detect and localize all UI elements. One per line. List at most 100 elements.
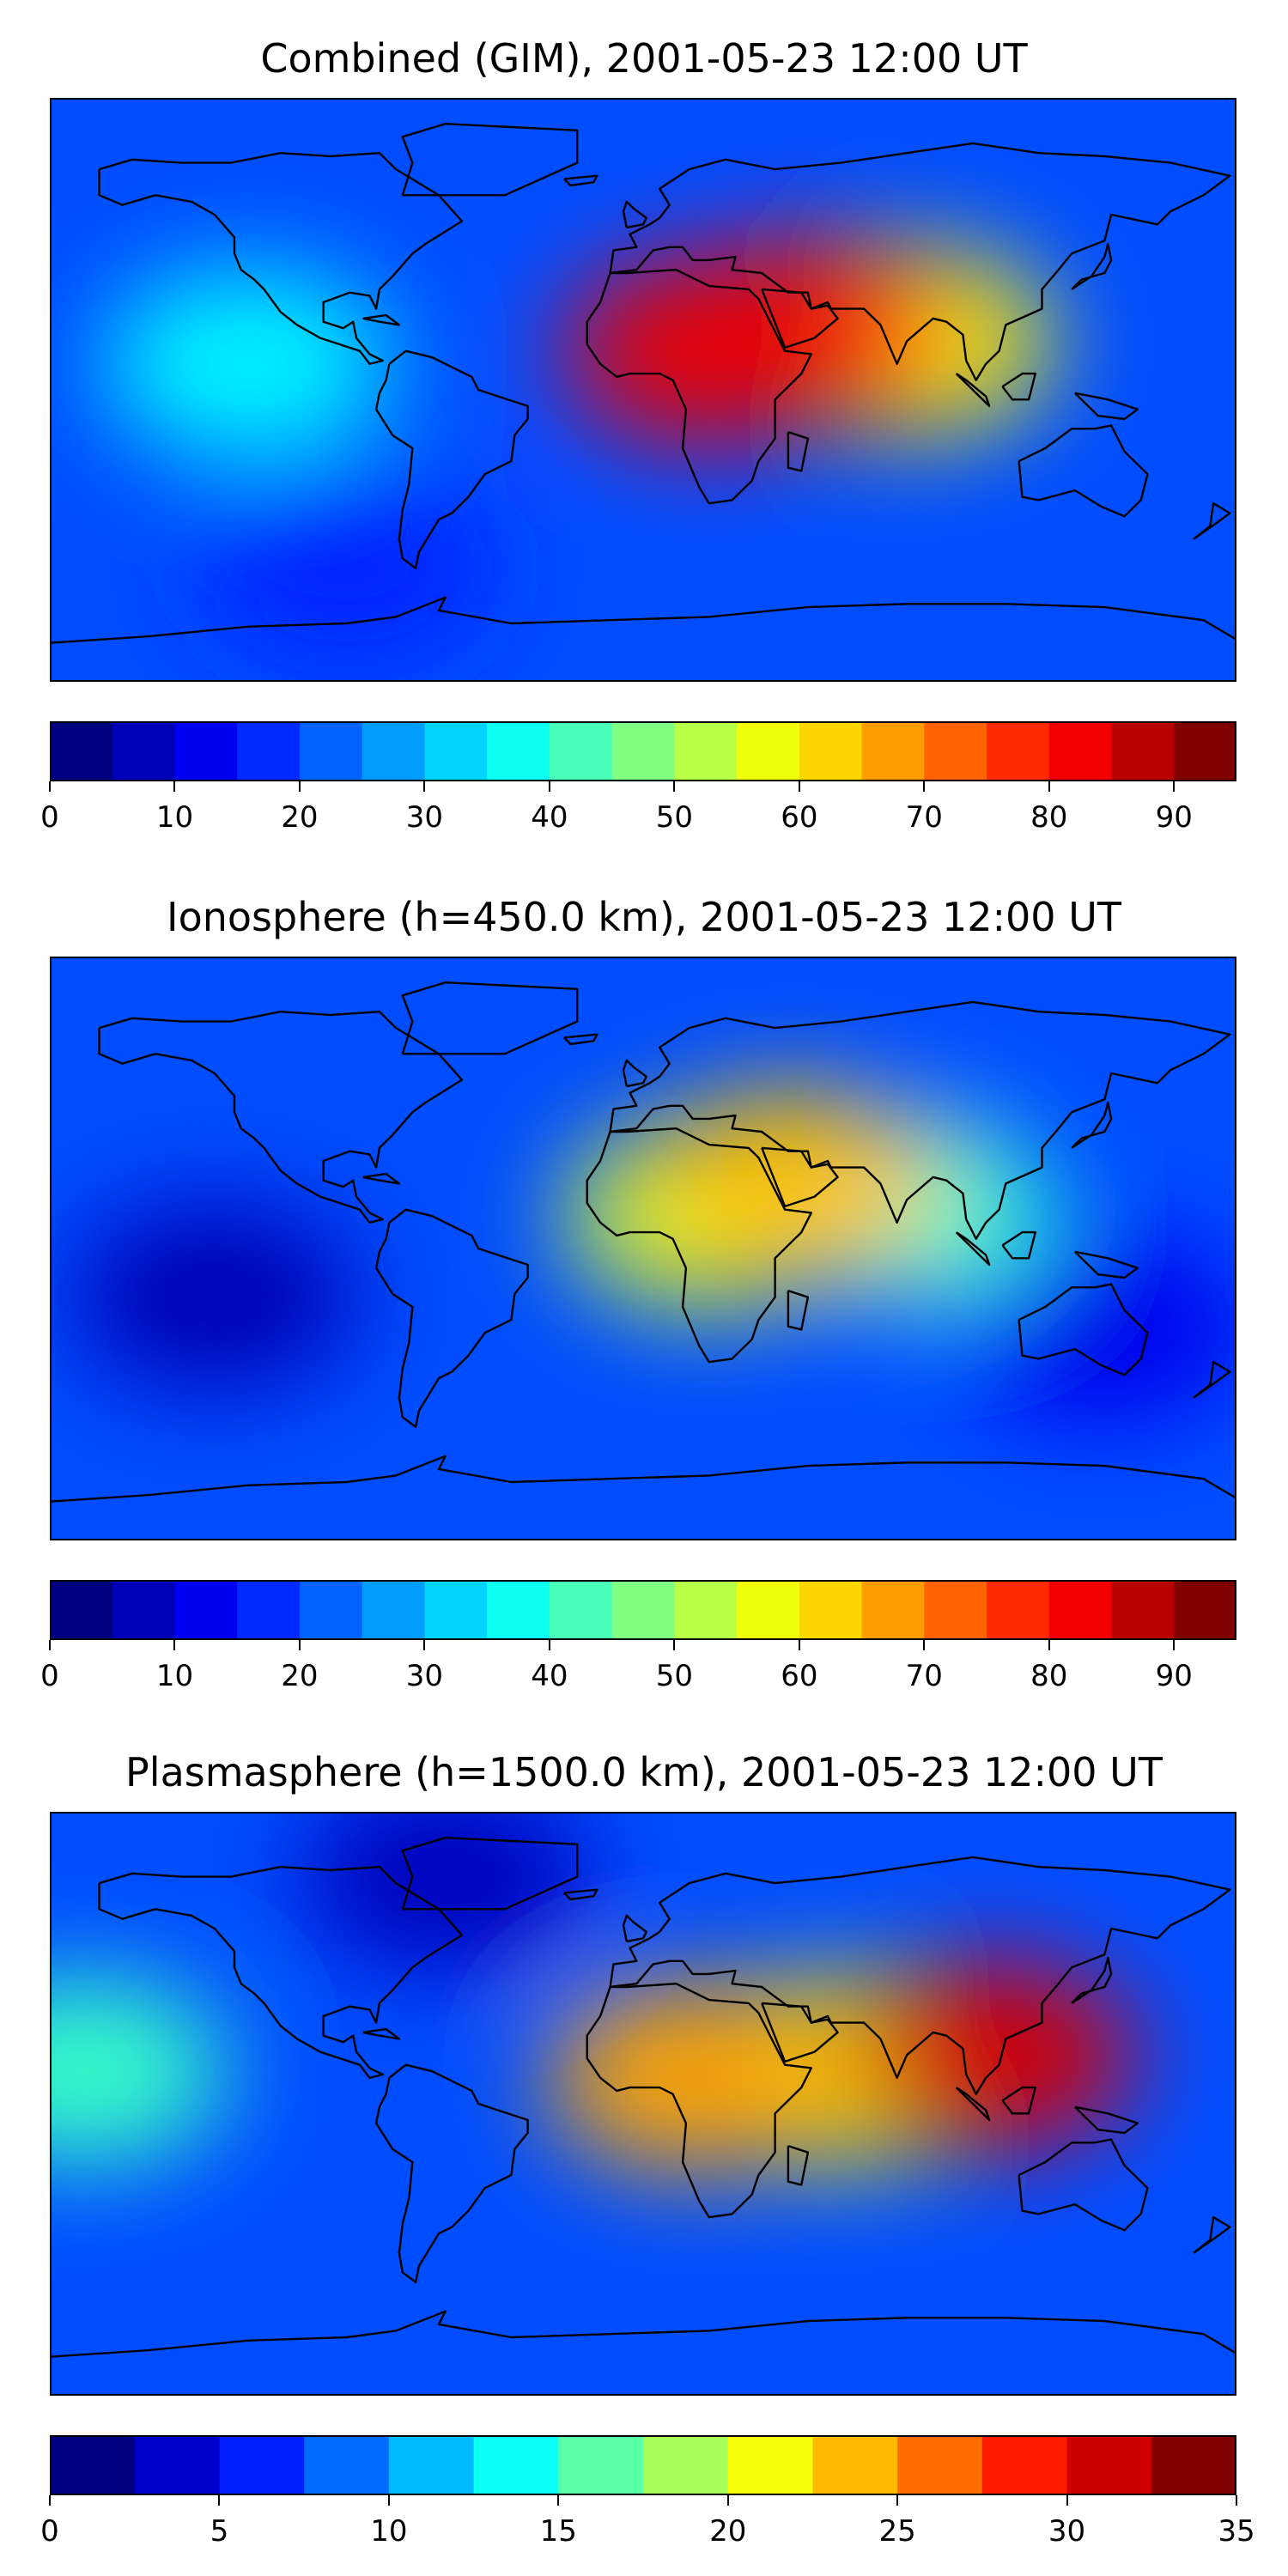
colorbar-tick	[423, 781, 426, 792]
coastline	[609, 142, 1231, 381]
colorbar-segment	[361, 721, 425, 781]
colorbar-tick-label: 10	[370, 2514, 408, 2549]
colorbar-tick-label: 5	[210, 2514, 229, 2549]
colorbar-plasmasphere	[50, 2435, 1236, 2495]
colorbar-segment	[611, 721, 675, 781]
colorbar-tick-label: 25	[878, 2514, 916, 2549]
colorbar-tick	[218, 2495, 221, 2506]
colorbar-tick-label: 50	[655, 800, 693, 835]
field-peak	[299, 1812, 592, 1971]
colorbar-segment	[299, 1580, 363, 1640]
colorbar-segment	[112, 721, 175, 781]
chart-title: Combined (GIM), 2001-05-23 12:00 UT	[260, 35, 1028, 82]
colorbar-svg	[50, 2435, 1236, 2495]
colorbar-segment	[473, 2435, 559, 2495]
field-peak	[645, 1089, 938, 1279]
coastline	[761, 288, 839, 349]
colorbar-segment	[1111, 1580, 1175, 1640]
colorbar-segment	[727, 2435, 813, 2495]
field-peak	[68, 1202, 361, 1392]
colorbar-tick	[423, 1640, 426, 1650]
colorbar-segment	[674, 721, 738, 781]
coastline	[1193, 502, 1231, 540]
colorbar-segment	[304, 2435, 390, 2495]
colorbar-segment	[924, 1580, 987, 1640]
heatmap-svg	[50, 1812, 1236, 2396]
coastline	[761, 1146, 839, 1208]
colorbar-tick	[173, 1640, 176, 1650]
colorbar-segment	[1174, 1580, 1236, 1640]
colorbar-segment	[50, 2435, 136, 2495]
coastline	[622, 1059, 647, 1088]
colorbar-segment	[487, 721, 550, 781]
colorbar-segment	[1048, 721, 1113, 781]
colorbar-frame	[50, 1580, 1236, 1640]
colorbar-segment	[799, 721, 863, 781]
coastline	[955, 2087, 991, 2122]
colorbar-tick	[387, 2495, 390, 2506]
colorbar-tick	[1236, 2495, 1237, 2506]
map-ionosphere	[50, 957, 1236, 1540]
coastline	[1018, 2138, 1149, 2232]
colorbar-segment	[112, 1580, 175, 1640]
coastline	[1193, 1361, 1231, 1399]
colorbar-segment	[981, 2435, 1068, 2495]
colorbar-segment	[1174, 721, 1236, 781]
coastline	[98, 1011, 464, 1224]
coastline	[98, 1866, 464, 2079]
colorbar-tick-label: 90	[1155, 800, 1193, 835]
colorbar-tick-label: 20	[709, 2514, 747, 2549]
colorbar-segment	[134, 2435, 220, 2495]
colorbar-segment	[897, 2435, 983, 2495]
colorbar-tick-label: 80	[1030, 800, 1068, 835]
colorbar-tick	[548, 781, 550, 792]
colorbar-frame	[50, 721, 1236, 781]
colorbar-tick	[173, 781, 176, 792]
colorbar-segment	[174, 721, 238, 781]
colorbar-tick-label: 35	[1218, 2514, 1255, 2549]
field-peak	[50, 1977, 229, 2166]
coastline	[1071, 242, 1113, 290]
colorbar-tick-label: 20	[281, 1659, 319, 1693]
chart-title: Plasmasphere (h=1500.0 km), 2001-05-23 1…	[125, 1749, 1163, 1795]
colorbar-segment	[549, 1580, 613, 1640]
coastline	[563, 1888, 598, 1901]
colorbar-segment	[50, 721, 113, 781]
field-peak	[958, 1235, 1236, 1425]
colorbar-segment	[1048, 1580, 1113, 1640]
colorbar-tick-label: 90	[1155, 1659, 1193, 1693]
coastline	[374, 2063, 529, 2283]
colorbar-tick-label: 15	[539, 2514, 577, 2549]
map-plasmasphere	[50, 1812, 1236, 2396]
colorbar-tick	[673, 781, 676, 792]
coastline	[1074, 1250, 1139, 1279]
colorbar-segment	[299, 721, 363, 781]
colorbar-tick	[1173, 1640, 1176, 1650]
colorbar-tick	[557, 2495, 560, 2506]
coastline	[1193, 2216, 1231, 2254]
colorbar-segment	[611, 1580, 675, 1640]
colorbar-segment	[861, 721, 925, 781]
colorbar-tick-label: 40	[531, 800, 568, 835]
coastline	[787, 1289, 810, 1331]
colorbar-segment	[219, 2435, 305, 2495]
coastline	[1071, 1956, 1113, 2004]
coastline	[787, 2144, 810, 2186]
coastline	[563, 174, 598, 187]
colorbar-svg	[50, 1580, 1236, 1640]
colorbar-segment	[643, 2435, 729, 2495]
colorbar-segment	[424, 721, 488, 781]
colorbar-tick-label: 0	[40, 800, 59, 835]
coastline	[98, 152, 464, 365]
map-frame	[50, 957, 1236, 1540]
colorbar-segment	[799, 1580, 863, 1640]
colorbar-tick	[548, 1640, 550, 1650]
colorbar-tick-label: 0	[40, 2514, 59, 2549]
coastline	[955, 1231, 991, 1267]
colorbar-segment	[812, 2435, 898, 2495]
coastline	[761, 2002, 839, 2063]
colorbar-tick-label: 40	[531, 1659, 568, 1693]
colorbar-segment	[987, 721, 1050, 781]
colorbar-tick-label: 60	[781, 1659, 818, 1693]
coastline	[787, 430, 810, 472]
